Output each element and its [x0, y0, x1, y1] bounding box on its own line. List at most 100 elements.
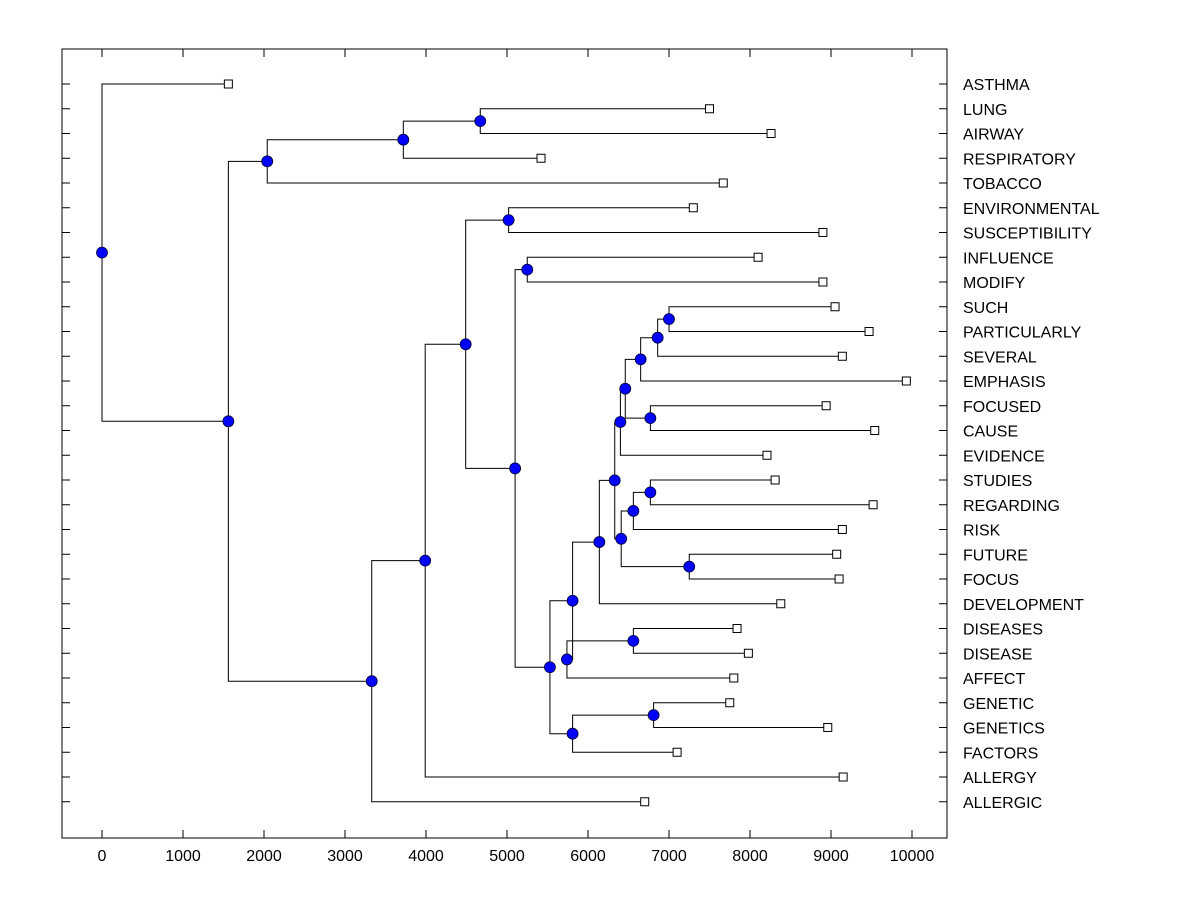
leaf-marker [832, 549, 842, 559]
cluster-node [96, 246, 108, 259]
leaf-marker [770, 475, 780, 485]
leaf-label: FOCUS [963, 572, 1019, 589]
cluster-node [561, 653, 573, 666]
cluster-node [566, 594, 579, 607]
leaf-label: SUSCEPTIBILITY [963, 226, 1092, 243]
cluster-node [459, 338, 472, 351]
leaf-marker [818, 277, 828, 287]
leaf-label: LUNG [963, 102, 1007, 119]
dendrogram-link [657, 337, 843, 357]
leaf-label: REGARDING [963, 498, 1060, 515]
leaf-marker [868, 500, 878, 510]
leaf-label: FOCUSED [963, 399, 1041, 416]
dendrogram-link [572, 733, 678, 753]
leaf-markers [223, 79, 911, 807]
leaf-label: SEVERAL [963, 349, 1037, 366]
leaf-marker [837, 351, 847, 361]
cluster-node [608, 474, 621, 487]
dendrogram-link [465, 219, 509, 345]
leaf-label: FACTORS [963, 745, 1038, 762]
leaf-marker [864, 327, 874, 336]
dendrogram-link [566, 659, 734, 679]
leaf-marker [672, 747, 682, 757]
dendrogram-link [101, 252, 229, 422]
cluster-node [627, 505, 640, 517]
leaf-marker [640, 797, 650, 807]
leaf-label: RISK [963, 523, 1001, 540]
dendrogram-link [624, 388, 651, 419]
dendrogram-link [371, 560, 426, 682]
x-tick-label: 5000 [489, 848, 525, 865]
cluster-node [397, 133, 410, 146]
leaf-marker [776, 599, 786, 609]
dendrogram-link [598, 542, 781, 605]
plot-frame [61, 48, 948, 839]
cluster-node [419, 554, 432, 567]
leaf-marker [837, 525, 847, 534]
leaf-marker [725, 698, 735, 708]
dendrogram-link [402, 139, 542, 159]
x-tick-label: 4000 [408, 848, 444, 865]
node-markers [96, 115, 696, 740]
dendrogram-link [266, 139, 404, 162]
cluster-node [521, 263, 534, 276]
cluster-node [593, 536, 606, 548]
dendrogram-link [572, 714, 654, 734]
leaf-marker [818, 228, 828, 237]
cluster-node [644, 486, 657, 499]
cluster-node [619, 382, 632, 395]
dendrogram-link [566, 640, 634, 660]
cluster-node [365, 675, 378, 688]
dendrogram-link [572, 541, 600, 601]
leaf-label: ASTHMA [963, 77, 1030, 94]
dendrogram-link [632, 510, 843, 530]
cluster-node [644, 412, 657, 425]
x-tick-label: 0 [98, 848, 107, 865]
cluster-node [509, 462, 521, 475]
dendrogram-link [549, 600, 573, 668]
leaf-label: DISEASES [963, 622, 1043, 639]
dendrogram-link [266, 161, 724, 184]
dendrogram-link [619, 421, 768, 456]
leaf-label: SUCH [963, 300, 1008, 317]
dendrogram-link [514, 468, 550, 668]
cluster-node [544, 661, 556, 674]
leaf-marker [743, 648, 753, 658]
cluster-node [651, 331, 664, 344]
leaf-label: AIRWAY [963, 127, 1024, 144]
x-tick-label: 6000 [570, 848, 606, 865]
cluster-node [634, 353, 647, 366]
leaf-marker [821, 401, 831, 411]
leaf-label: EMPHASIS [963, 374, 1046, 391]
leaf-label: STUDIES [963, 473, 1032, 490]
leaf-marker [753, 252, 763, 262]
leaf-marker [718, 178, 728, 188]
leaf-marker [901, 376, 911, 386]
dendrogram-link [424, 560, 844, 778]
dendrogram-link [549, 667, 573, 735]
leaf-label: CAUSE [963, 424, 1018, 441]
dendrogram-link [402, 120, 481, 140]
leaf-marker [688, 203, 698, 213]
cluster-node [566, 727, 579, 740]
cluster-node [474, 115, 487, 128]
leaf-label: RESPIRATORY [963, 151, 1076, 168]
leaf-marker [766, 129, 776, 138]
leaf-marker [705, 104, 714, 114]
cluster-node [614, 416, 627, 428]
dendrogram-link [227, 160, 268, 422]
x-tick-label: 8000 [732, 848, 768, 865]
leaf-labels: ASTHMA LUNG AIRWAY RESPIRATORY TOBACCO ENVIRO… [963, 77, 1100, 812]
dendrogram-link [227, 421, 372, 682]
dendrogram-link [371, 681, 645, 803]
x-tick-label: 10000 [890, 848, 935, 865]
leaf-label: ALLERGIC [963, 795, 1042, 812]
dendrogram-link [424, 343, 466, 561]
leaf-label: TOBACCO [963, 176, 1042, 193]
leaf-label: DISEASE [963, 646, 1032, 663]
leaf-marker [870, 426, 880, 435]
x-tick-labels: 0 1000 2000 3000 4000 5000 6000 7000 8000 9000 100… [98, 848, 935, 865]
axis-ticks [62, 49, 947, 838]
leaf-label: INFLUENCE [963, 250, 1054, 267]
leaf-label: PARTICULARLY [963, 325, 1082, 342]
